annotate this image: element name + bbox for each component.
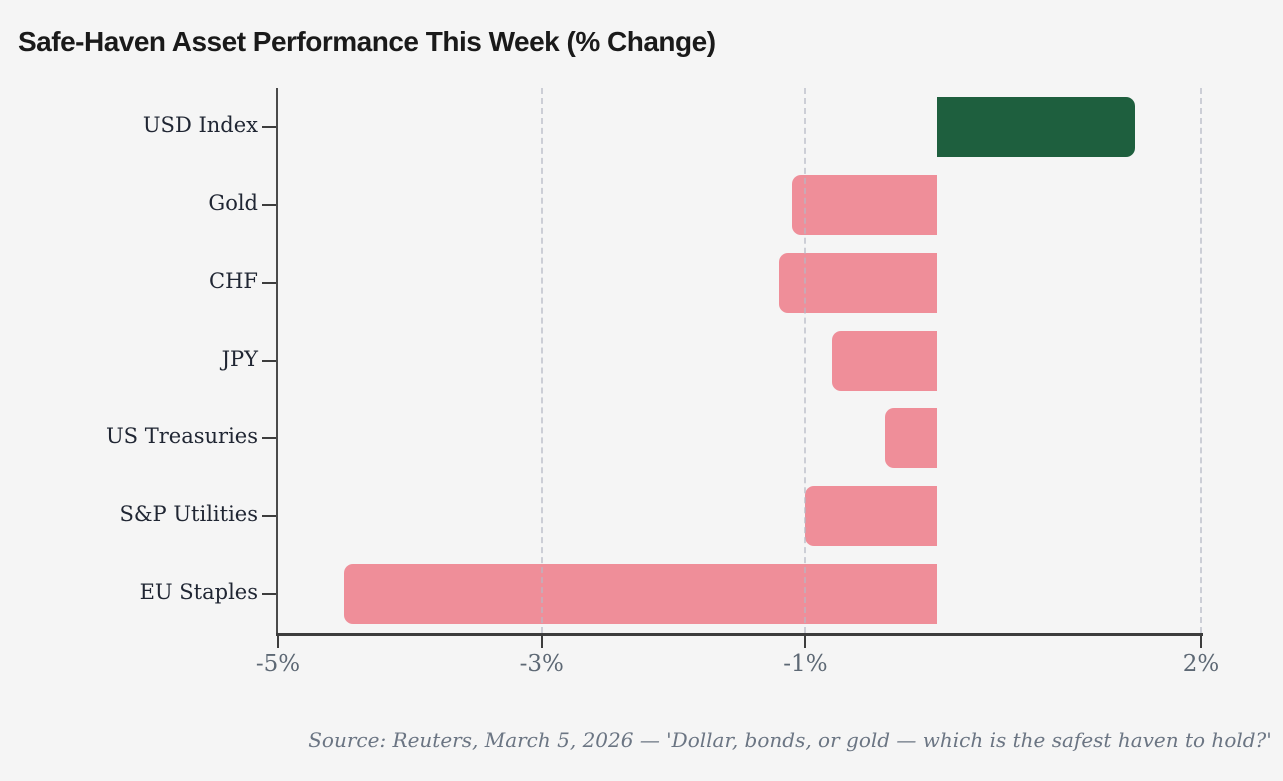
x-tick-label--3: -3%	[519, 651, 564, 677]
y-tick-jpy	[262, 359, 276, 362]
bar-jpy	[831, 330, 938, 391]
x-axis	[276, 633, 1203, 636]
bar-gold	[792, 174, 938, 235]
y-tick-eu-staples	[262, 593, 276, 596]
x-tick-label--5: -5%	[255, 651, 301, 677]
y-label-us-treasuries: US Treasuries	[105, 424, 258, 449]
y-label-chf: CHF	[209, 268, 258, 293]
bar-s-p-utilities	[805, 486, 938, 547]
y-label-jpy: JPY	[221, 346, 258, 371]
y-axis-spine	[276, 88, 278, 635]
x-tick--5	[277, 636, 279, 648]
x-tick--3	[540, 636, 543, 648]
gridline--1	[804, 88, 807, 633]
bar-eu-staples	[343, 564, 938, 625]
bar-chf	[779, 252, 938, 313]
x-tick-2	[1200, 636, 1202, 648]
bar-usd-index	[937, 96, 1136, 157]
y-tick-usd-index	[262, 125, 276, 128]
y-tick-gold	[262, 203, 276, 206]
y-tick-chf	[262, 281, 276, 284]
y-label-usd-index: USD Index	[142, 112, 258, 137]
x-tick-label-2: 2%	[1182, 651, 1220, 677]
y-tick-s-p-utilities	[262, 515, 276, 518]
y-tick-us-treasuries	[262, 437, 276, 440]
y-label-s-p-utilities: S&P Utilities	[119, 502, 258, 527]
bar-us-treasuries	[884, 408, 938, 469]
gridline--3	[540, 88, 543, 633]
chart-title: Safe-Haven Asset Performance This Week (…	[18, 26, 716, 57]
y-label-eu-staples: EU Staples	[139, 580, 258, 605]
x-tick-label--1: -1%	[783, 651, 828, 677]
source-note: Source: Reuters, March 5, 2026 — 'Dollar…	[308, 728, 1272, 752]
y-label-gold: Gold	[208, 190, 258, 215]
gridline-2	[1200, 88, 1202, 633]
x-tick--1	[804, 636, 807, 648]
